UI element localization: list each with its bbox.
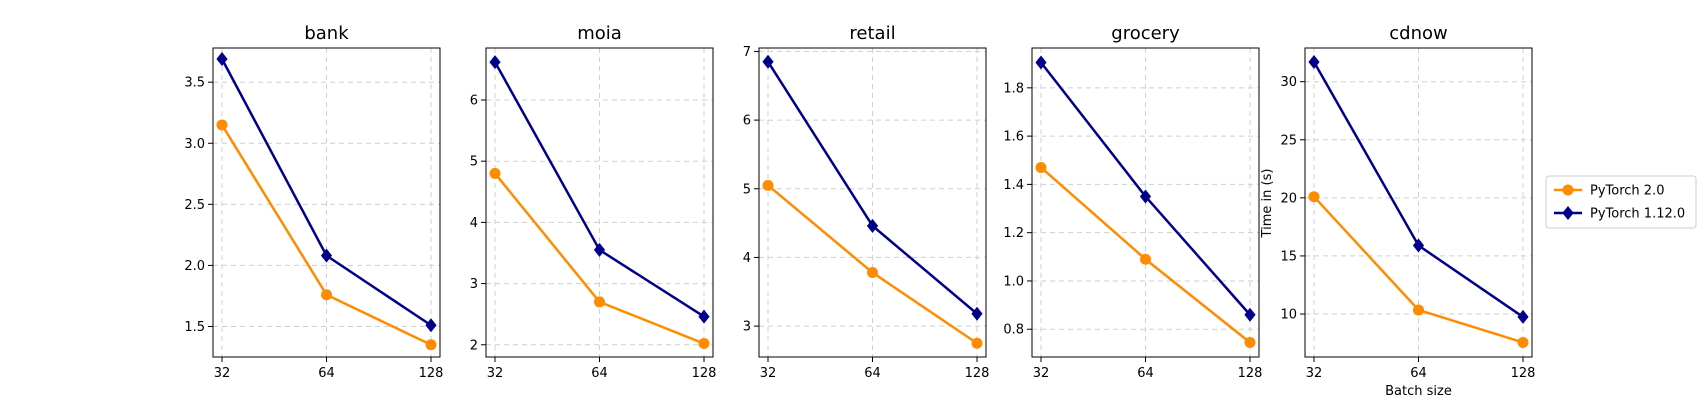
panel-title: bank <box>304 23 349 44</box>
x-tick-label: 32 <box>1306 366 1323 381</box>
y-tick-label: 2.5 <box>184 198 205 213</box>
data-point <box>425 318 437 333</box>
x-tick-label: 128 <box>692 366 717 381</box>
y-tick-label: 20 <box>1280 191 1297 206</box>
y-tick-label: 7 <box>743 45 751 60</box>
data-point <box>425 339 437 351</box>
y-tick-label: 3.5 <box>184 76 205 91</box>
x-tick-label: 64 <box>864 366 881 381</box>
data-point <box>1244 337 1256 349</box>
x-tick-label: 128 <box>965 366 990 381</box>
panel-bank: 1.5 2.0 2.5 3.0 3.5 32 64 128 bank <box>184 23 443 381</box>
panel-title: grocery <box>1111 23 1180 44</box>
data-point <box>867 267 878 279</box>
data-point <box>762 54 774 69</box>
y-tick-label: 25 <box>1280 133 1297 148</box>
data-point <box>971 306 983 321</box>
y-tick-label: 30 <box>1280 75 1297 90</box>
data-point <box>489 55 501 70</box>
y-tick-label: 1.2 <box>1003 226 1024 241</box>
x-tick-label: 32 <box>214 366 231 381</box>
panel-title: moia <box>577 23 622 44</box>
x-tick-label: 64 <box>591 366 608 381</box>
data-point <box>762 179 774 191</box>
y-tick-label: 1.4 <box>1003 178 1024 193</box>
panel-retail: 3 4 5 6 7 32 64 128 retail <box>743 23 990 381</box>
x-tick-label: 128 <box>1238 366 1263 381</box>
y-tick-label: 3 <box>743 320 751 335</box>
data-point <box>1413 304 1424 316</box>
data-point <box>1244 307 1256 322</box>
y-tick-label: 4 <box>743 251 751 266</box>
y-tick-label: 1.5 <box>184 320 205 335</box>
legend-marker <box>1562 184 1574 196</box>
y-tick-label: 1.0 <box>1003 274 1024 289</box>
data-point <box>866 218 879 233</box>
x-tick-label: 128 <box>1511 366 1536 381</box>
data-point <box>1308 54 1320 69</box>
data-point <box>1139 189 1152 204</box>
x-tick-label: 64 <box>318 366 335 381</box>
data-point <box>594 296 605 308</box>
data-point <box>1140 253 1151 265</box>
data-point <box>489 167 501 179</box>
y-tick-label: 10 <box>1280 308 1297 323</box>
x-tick-label: 32 <box>487 366 504 381</box>
panel-cdnow: 10 15 20 25 30 32 64 128 cdnow Batch size Time in … <box>1260 23 1535 399</box>
panel-grocery: 0.8 1.0 1.2 1.4 1.6 1.8 32 64 128 grocery <box>1003 23 1262 381</box>
data-point <box>1035 55 1047 70</box>
x-tick-label: 64 <box>1410 366 1427 381</box>
data-point <box>1517 336 1529 348</box>
x-axis-label: Batch size <box>1385 384 1452 399</box>
y-tick-label: 3.0 <box>184 137 205 152</box>
data-point <box>698 309 710 324</box>
panel-title: retail <box>849 23 895 44</box>
data-point <box>1308 191 1320 203</box>
data-point <box>1412 238 1425 253</box>
legend-item: PyTorch 2.0 <box>1554 184 1664 199</box>
y-tick-label: 15 <box>1280 249 1297 264</box>
panel-moia: 2 3 4 5 6 32 64 128 moia <box>470 23 717 381</box>
x-tick-label: 32 <box>1033 366 1050 381</box>
y-tick-label: 6 <box>470 94 478 109</box>
y-tick-label: 1.8 <box>1003 81 1024 96</box>
x-tick-label: 128 <box>419 366 444 381</box>
y-tick-label: 6 <box>743 114 751 129</box>
y-tick-label: 0.8 <box>1003 323 1024 338</box>
data-point <box>216 119 228 131</box>
y-tick-label: 4 <box>470 216 478 231</box>
x-tick-label: 32 <box>760 366 777 381</box>
legend-item: PyTorch 1.12.0 <box>1554 206 1685 222</box>
y-tick-label: 5 <box>743 182 751 197</box>
legend-marker <box>1562 206 1574 220</box>
data-point <box>971 337 983 349</box>
series-line-pytorch-1-12-0 <box>1312 61 1524 318</box>
legend-label: PyTorch 1.12.0 <box>1590 207 1685 222</box>
data-point <box>320 248 333 263</box>
data-point <box>321 289 332 301</box>
legend-label: PyTorch 2.0 <box>1590 184 1664 199</box>
y-tick-label: 1.6 <box>1003 130 1024 145</box>
data-point <box>593 242 606 257</box>
data-point <box>1035 161 1047 173</box>
y-tick-label: 2 <box>470 338 478 353</box>
y-tick-label: 3 <box>470 277 478 292</box>
data-point <box>1517 309 1529 324</box>
legend: PyTorch 2.0 PyTorch 1.12.0 <box>1545 175 1697 229</box>
legend-box <box>1545 175 1697 229</box>
y-axis-label: Time in (s) <box>1260 169 1275 239</box>
x-tick-label: 64 <box>1137 366 1154 381</box>
y-tick-label: 5 <box>470 155 478 170</box>
y-tick-label: 2.0 <box>184 259 205 274</box>
data-point <box>216 51 228 66</box>
data-point <box>698 338 710 350</box>
panel-title: cdnow <box>1389 23 1447 44</box>
